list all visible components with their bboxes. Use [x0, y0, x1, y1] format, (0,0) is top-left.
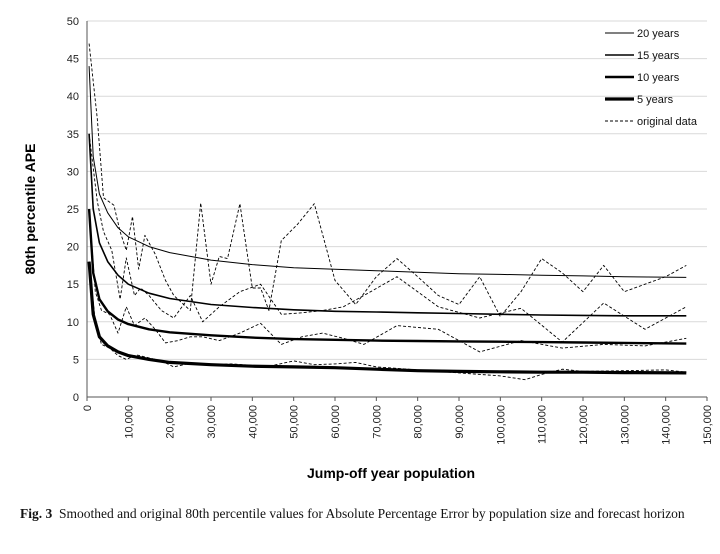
x-tick-label: 0: [82, 405, 94, 411]
y-tick-label: 0: [73, 392, 79, 404]
x-tick-label: 20,000: [165, 405, 177, 439]
grid-lines: [87, 20, 707, 398]
legend: 20 years 15 years 10 years 5 years original …: [605, 28, 698, 128]
y-tick-label: 35: [67, 129, 79, 141]
x-tick-label: 10,000: [123, 405, 135, 439]
x-tick-label: 70,000: [371, 405, 383, 439]
chart: 0 5 10 15 20 25 30 35 40 45 50 0 10,000 20,000 30,000 4…: [22, 16, 714, 481]
legend-label: 5 years: [637, 94, 674, 106]
series-line-original-data: [88, 261, 687, 381]
y-tick-label: 30: [67, 166, 79, 178]
caption-label: Fig. 3: [20, 506, 53, 521]
legend-label: 20 years: [637, 28, 680, 40]
series-line-15-years: [88, 133, 687, 317]
y-tick-label: 50: [67, 16, 79, 28]
figure-caption: Fig. 3 Smoothed and original 80th percen…: [20, 505, 715, 522]
y-tick-label: 10: [67, 317, 79, 329]
series-line-20-years: [88, 66, 687, 278]
series-line-original-data: [88, 43, 687, 317]
y-tick-label: 40: [67, 91, 79, 103]
x-tick-label: 110,000: [537, 405, 549, 444]
x-tick-label: 50,000: [289, 405, 301, 439]
series-line-5-years: [87, 261, 687, 375]
axes: 0 5 10 15 20 25 30 35 40 45 50 0 10,000 20,000 30,000 4…: [67, 16, 714, 445]
x-tick-label: 60,000: [330, 405, 342, 439]
x-tick-label: 30,000: [206, 405, 218, 439]
x-tick-label: 80,000: [413, 405, 425, 439]
y-tick-label: 20: [67, 242, 79, 254]
y-tick-label: 25: [67, 204, 79, 216]
legend-label: original data: [637, 116, 698, 128]
legend-label: 15 years: [637, 50, 680, 62]
series-line-original-data: [88, 208, 687, 353]
caption-text: Smoothed and original 80th percentile va…: [59, 506, 685, 521]
y-tick-label: 45: [67, 54, 79, 66]
x-axis-title: Jump-off year population: [307, 465, 475, 481]
x-tick-label: 90,000: [454, 405, 466, 439]
y-axis-title: 80th percentile APE: [22, 144, 38, 275]
x-tick-label: 100,000: [495, 405, 507, 445]
series-line-original-data: [88, 133, 687, 343]
x-tick-label: 150,000: [702, 405, 714, 445]
series-line-10-years: [87, 208, 687, 345]
x-tick-label: 120,000: [578, 405, 590, 445]
x-tick-label: 40,000: [247, 405, 259, 439]
x-tick-label: 140,000: [661, 405, 673, 445]
x-tick-label: 130,000: [619, 405, 631, 445]
y-tick-label: 5: [73, 354, 79, 366]
series-group: [87, 43, 687, 381]
y-tick-label: 15: [67, 279, 79, 291]
legend-label: 10 years: [637, 72, 680, 84]
